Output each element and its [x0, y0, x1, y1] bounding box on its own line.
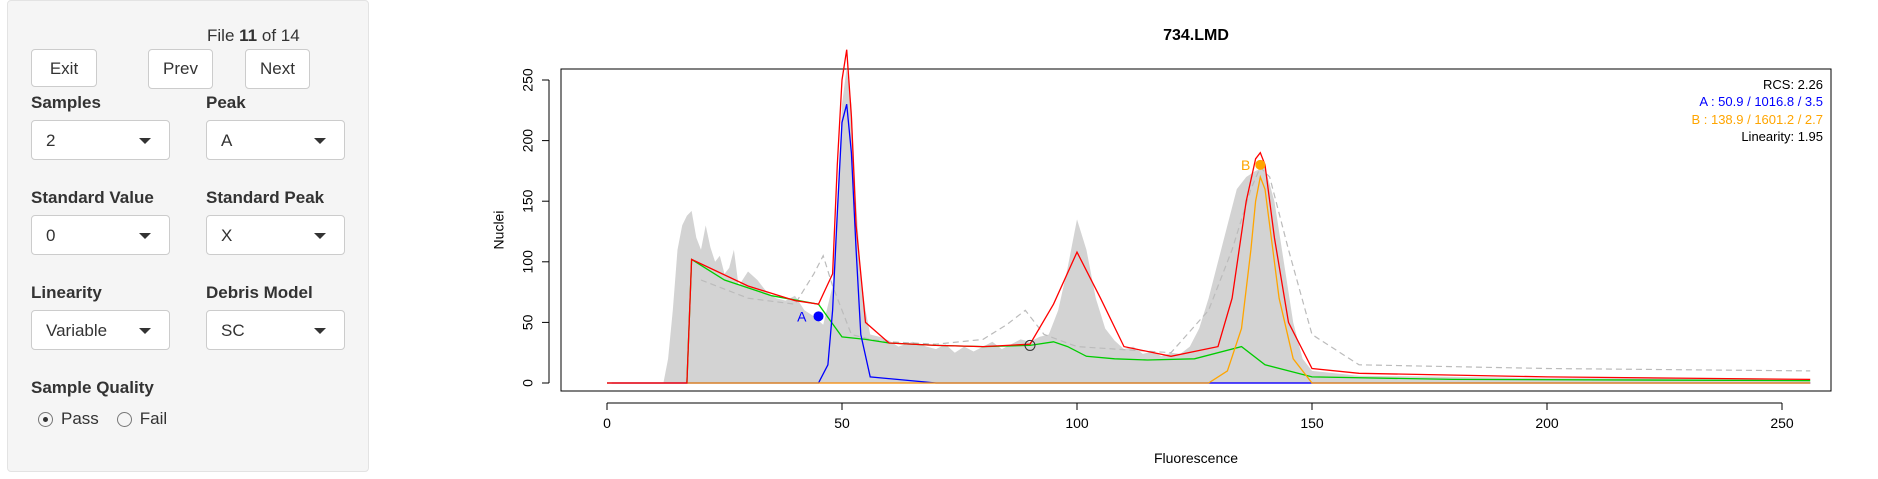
- chevron-down-icon: [314, 233, 326, 239]
- file-prefix: File: [207, 26, 235, 45]
- chevron-down-icon: [314, 328, 326, 334]
- y-tick-label: 50: [520, 314, 536, 330]
- chevron-down-icon: [139, 138, 151, 144]
- open-circle-marker: [1024, 339, 1036, 351]
- peak-label: Peak: [206, 93, 246, 112]
- sample-quality-label: Sample Quality: [31, 378, 154, 397]
- standard-peak-value: X: [221, 226, 233, 245]
- chevron-down-icon: [139, 233, 151, 239]
- fit-line: [607, 49, 1811, 384]
- file-total: 14: [280, 26, 300, 45]
- fail-radio[interactable]: [116, 411, 132, 427]
- x-tick-label: 50: [834, 415, 850, 431]
- fail-label: Fail: [139, 409, 168, 428]
- x-tick-label: 150: [1300, 415, 1324, 431]
- y-tick-label: 100: [520, 250, 536, 274]
- peak-b-marker: [1255, 159, 1266, 170]
- y-axis-label: Nuclei: [491, 211, 507, 250]
- peak-a-stat: A : 50.9 / 1016.8 / 3.5: [1699, 94, 1823, 109]
- file-counter: File 11 of 14: [207, 26, 300, 46]
- file-current: 11: [239, 26, 258, 45]
- peak-b-line: [607, 174, 1811, 384]
- y-tick-label: 150: [520, 189, 536, 213]
- samples-value: 2: [46, 131, 56, 150]
- flow-histogram-chart: 734.LMD 0 50 100 150 200 250 Fluorescence 0 50 100…: [491, 27, 1832, 466]
- x-axis-label: Fluorescence: [1154, 450, 1238, 466]
- histogram-area: [663, 67, 1811, 384]
- chart-title: 734.LMD: [1163, 27, 1229, 44]
- linearity-value: Variable: [46, 321, 108, 340]
- linearity-stat: Linearity: 1.95: [1741, 129, 1823, 144]
- next-button[interactable]: Next: [245, 49, 310, 89]
- control-panel: File 11 of 14 Exit Prev Next Samples Pea…: [7, 0, 369, 472]
- exit-button[interactable]: Exit: [31, 49, 97, 87]
- peak-select[interactable]: A: [206, 120, 345, 160]
- peak-b-stat: B : 138.9 / 1601.2 / 2.7: [1691, 112, 1823, 127]
- standard-value-value: 0: [46, 226, 56, 245]
- peak-value: A: [221, 131, 233, 150]
- debris-model-label: Debris Model: [206, 283, 313, 302]
- file-sep: of: [261, 26, 277, 45]
- sample-quality-radio-group: Pass Fail: [38, 409, 167, 429]
- plot-frame: [560, 68, 1832, 392]
- peak-a-marker: [813, 311, 824, 322]
- x-tick-label: 0: [603, 415, 611, 431]
- samples-select[interactable]: 2: [31, 120, 170, 160]
- rcs-stat: RCS: 2.26: [1763, 77, 1823, 92]
- peak-a-line: [607, 104, 1811, 384]
- debris-model-select[interactable]: SC: [206, 310, 345, 350]
- chevron-down-icon: [139, 328, 151, 334]
- debris-model-value: SC: [221, 321, 245, 340]
- pass-radio[interactable]: [38, 411, 53, 427]
- linearity-label: Linearity: [31, 283, 102, 302]
- peak-a-label: A: [797, 308, 807, 324]
- peak-b-label: B: [1241, 157, 1250, 173]
- chevron-down-icon: [314, 138, 326, 144]
- linearity-select[interactable]: Variable: [31, 310, 170, 350]
- y-tick-label: 200: [520, 129, 536, 153]
- prev-button[interactable]: Prev: [148, 49, 213, 89]
- standard-peak-label: Standard Peak: [206, 188, 325, 207]
- y-tick-label: 250: [520, 68, 536, 92]
- y-tick-label: 0: [520, 379, 536, 387]
- samples-label: Samples: [31, 93, 101, 112]
- standard-peak-select[interactable]: X: [206, 215, 345, 255]
- pass-label: Pass: [61, 409, 99, 428]
- standard-value-select[interactable]: 0: [31, 215, 170, 255]
- x-tick-label: 100: [1065, 415, 1089, 431]
- x-tick-label: 250: [1770, 415, 1794, 431]
- x-tick-label: 200: [1535, 415, 1559, 431]
- standard-value-label: Standard Value: [31, 188, 154, 207]
